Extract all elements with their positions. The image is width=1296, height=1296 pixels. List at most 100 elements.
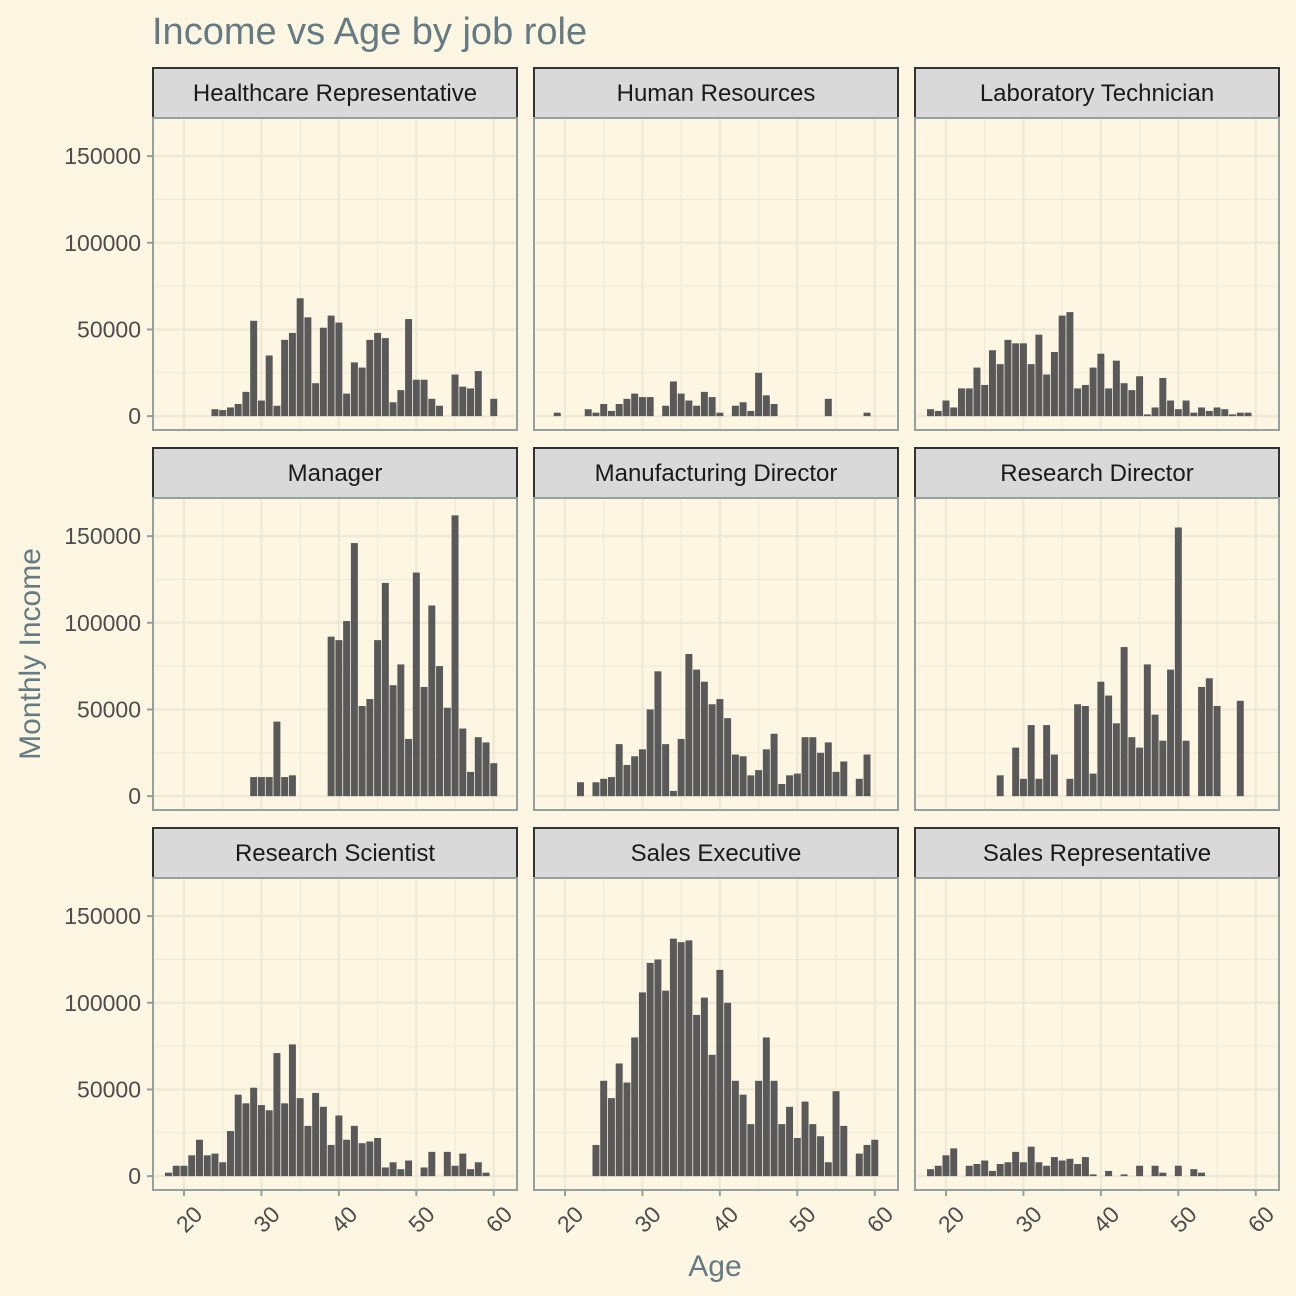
bar bbox=[927, 409, 934, 417]
bar bbox=[1027, 725, 1035, 797]
bar bbox=[335, 640, 343, 797]
bar bbox=[863, 412, 871, 417]
x-tick-label: 50 bbox=[784, 1201, 820, 1237]
bar bbox=[1136, 376, 1144, 417]
bar bbox=[747, 1124, 755, 1177]
bar bbox=[809, 737, 817, 797]
bar bbox=[327, 1144, 335, 1177]
bar bbox=[973, 1164, 981, 1177]
bar bbox=[592, 782, 600, 797]
bar bbox=[1182, 740, 1190, 797]
bar bbox=[1143, 414, 1151, 417]
bar bbox=[226, 407, 234, 417]
y-tick-label: 50000 bbox=[77, 316, 141, 342]
bar bbox=[824, 742, 832, 797]
bar bbox=[366, 699, 374, 797]
bar bbox=[824, 1162, 832, 1177]
bar bbox=[459, 386, 467, 417]
bar bbox=[1120, 647, 1128, 797]
panel-border bbox=[533, 497, 899, 811]
facet-label: Research Director bbox=[1000, 460, 1193, 487]
bar bbox=[1190, 1169, 1198, 1177]
bar bbox=[420, 686, 428, 797]
bar bbox=[1066, 1158, 1074, 1177]
facet-panel: Laboratory Technician bbox=[914, 67, 1280, 431]
x-tick-label: 40 bbox=[1088, 1201, 1124, 1237]
x-tick-label: 30 bbox=[248, 1201, 284, 1237]
bar bbox=[319, 327, 327, 417]
bar bbox=[863, 1144, 871, 1177]
bar bbox=[1050, 1157, 1058, 1177]
bar bbox=[1012, 1151, 1020, 1177]
bar bbox=[467, 771, 475, 797]
bar bbox=[600, 778, 608, 797]
bar bbox=[927, 1169, 934, 1177]
bar bbox=[778, 784, 786, 797]
bar bbox=[1136, 1165, 1144, 1177]
bar bbox=[443, 1151, 451, 1177]
bar bbox=[623, 398, 631, 417]
bar bbox=[716, 969, 724, 1177]
bar bbox=[281, 339, 289, 417]
bar bbox=[700, 681, 708, 797]
bar bbox=[840, 1125, 848, 1177]
bar bbox=[490, 763, 498, 797]
bar bbox=[1159, 1172, 1167, 1177]
bar bbox=[451, 1165, 459, 1177]
bar bbox=[358, 367, 366, 417]
panel-border bbox=[914, 117, 1280, 431]
bar bbox=[265, 777, 273, 797]
bar bbox=[405, 738, 413, 797]
bar bbox=[296, 298, 304, 417]
bar bbox=[1043, 1165, 1051, 1177]
bar bbox=[250, 320, 258, 417]
bar bbox=[1066, 778, 1074, 797]
bar bbox=[1151, 1165, 1159, 1177]
bar bbox=[855, 1153, 863, 1177]
bar bbox=[623, 1082, 631, 1177]
bar bbox=[817, 752, 825, 797]
y-tick-label: 100000 bbox=[64, 230, 141, 256]
facet-label: Laboratory Technician bbox=[980, 80, 1214, 107]
bar bbox=[1120, 1174, 1128, 1177]
panel-border bbox=[152, 497, 518, 811]
bar bbox=[615, 1063, 623, 1177]
facet-strip bbox=[152, 827, 518, 879]
x-tick-label: 50 bbox=[1165, 1201, 1201, 1237]
bar bbox=[296, 1098, 304, 1177]
bar bbox=[273, 1053, 281, 1177]
bar bbox=[832, 1091, 840, 1177]
bar bbox=[1174, 527, 1182, 797]
facet-strip bbox=[914, 447, 1280, 499]
bar bbox=[646, 962, 654, 1177]
bar bbox=[623, 764, 631, 797]
bar bbox=[724, 1002, 732, 1177]
bar bbox=[482, 742, 490, 797]
bar bbox=[242, 1103, 250, 1177]
bar bbox=[1050, 352, 1058, 417]
bar bbox=[607, 410, 615, 417]
bar bbox=[965, 1165, 973, 1177]
bar bbox=[996, 364, 1004, 417]
bar bbox=[950, 407, 958, 417]
bar bbox=[770, 404, 778, 417]
facet-panel: Research Director bbox=[914, 447, 1280, 811]
bar bbox=[988, 350, 996, 417]
bar bbox=[576, 782, 584, 797]
x-tick-label: 30 bbox=[1010, 1201, 1046, 1237]
bar bbox=[180, 1165, 188, 1177]
bar bbox=[1058, 1160, 1066, 1177]
bar bbox=[226, 1131, 234, 1177]
bar bbox=[747, 410, 755, 417]
bar bbox=[662, 744, 670, 797]
bar bbox=[1019, 1162, 1027, 1177]
panel-border bbox=[533, 117, 899, 431]
bar bbox=[1198, 686, 1206, 797]
y-tick-label: 50000 bbox=[77, 696, 141, 722]
bar bbox=[677, 738, 685, 797]
facet-label: Manufacturing Director bbox=[595, 460, 838, 487]
bar bbox=[1205, 678, 1213, 797]
bar bbox=[1159, 378, 1167, 417]
bar bbox=[1050, 754, 1058, 797]
bar bbox=[786, 1106, 794, 1177]
